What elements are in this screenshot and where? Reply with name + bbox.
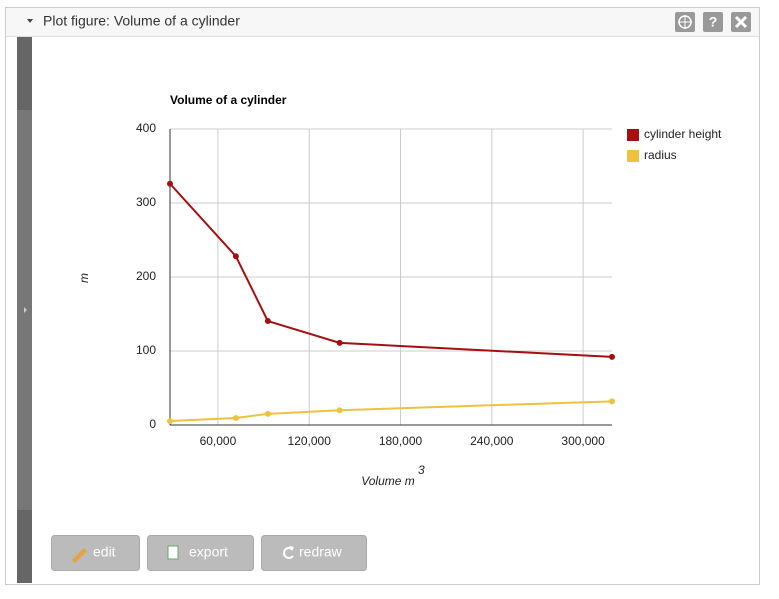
y-tick-label: 200 bbox=[136, 269, 156, 283]
button-label: edit bbox=[93, 544, 116, 560]
button-label: redraw bbox=[299, 544, 343, 560]
edit-button[interactable]: edit bbox=[51, 535, 140, 571]
legend-swatch bbox=[627, 129, 639, 141]
data-point bbox=[336, 407, 343, 414]
side-arrow bbox=[24, 307, 27, 313]
button-label: export bbox=[189, 544, 228, 560]
x-axis-label: Volume m bbox=[361, 474, 415, 488]
y-tick-label: 400 bbox=[136, 121, 156, 135]
window-title: Plot figure: Volume of a cylinder bbox=[43, 13, 240, 29]
x-axis-label-superscript: 3 bbox=[418, 463, 425, 477]
data-point bbox=[336, 339, 343, 346]
pin-button[interactable] bbox=[675, 12, 695, 32]
legend-label: cylinder height bbox=[644, 127, 722, 141]
help-button[interactable]: ? bbox=[703, 12, 723, 32]
data-point bbox=[609, 398, 615, 405]
x-tick-label: 240,000 bbox=[470, 434, 514, 448]
header-bar bbox=[6, 8, 759, 36]
data-point bbox=[167, 180, 173, 187]
x-tick-label: 120,000 bbox=[288, 434, 332, 448]
redraw-button[interactable]: redraw bbox=[261, 535, 367, 571]
y-axis-label: m bbox=[77, 273, 91, 283]
y-tick-label: 100 bbox=[136, 343, 156, 357]
data-point bbox=[232, 253, 239, 260]
data-point bbox=[167, 418, 173, 425]
close-button[interactable] bbox=[731, 12, 751, 32]
chart-title: Volume of a cylinder bbox=[170, 93, 287, 107]
data-point bbox=[264, 410, 271, 417]
plot: 0 100 200 300 400 60,000 120,000 180,000 240,000… bbox=[136, 121, 722, 448]
help-icon: ? bbox=[709, 14, 718, 30]
legend-swatch bbox=[627, 150, 639, 162]
x-tick-label: 60,000 bbox=[200, 434, 237, 448]
x-tick-label: 180,000 bbox=[379, 434, 423, 448]
data-point bbox=[609, 353, 615, 360]
y-tick-label: 300 bbox=[136, 195, 156, 209]
data-point bbox=[264, 318, 271, 325]
x-tick-label: 300,000 bbox=[561, 434, 605, 448]
collapse-toggle[interactable] bbox=[27, 19, 33, 23]
y-tick-label: 0 bbox=[149, 417, 156, 431]
legend-label: radius bbox=[644, 148, 677, 162]
export-button[interactable]: export bbox=[147, 535, 254, 571]
data-point bbox=[232, 414, 239, 421]
panel bbox=[5, 7, 760, 585]
